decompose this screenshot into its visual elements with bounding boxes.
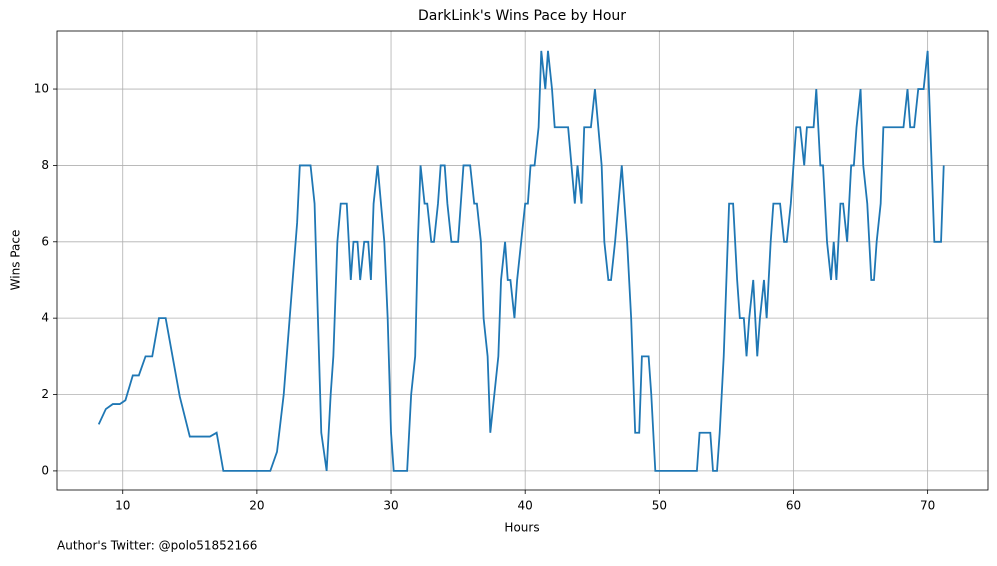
y-tick-label: 2 [41, 387, 49, 401]
y-tick-label: 10 [34, 82, 49, 96]
chart-title: DarkLink's Wins Pace by Hour [418, 8, 626, 24]
y-tick-label: 0 [41, 463, 49, 477]
plot-frame [56, 30, 989, 491]
y-tick-label: 8 [41, 158, 49, 172]
x-tick-label: 70 [920, 499, 935, 513]
y-tick-label: 6 [41, 234, 49, 248]
data-line [97, 50, 945, 472]
x-tick-label: 40 [518, 499, 533, 513]
x-tick-label: 50 [652, 499, 667, 513]
y-axis-label: Wins Pace [9, 230, 23, 291]
y-tick-label: 4 [41, 311, 49, 325]
x-tick-label: 20 [249, 499, 264, 513]
x-tick-label: 30 [383, 499, 398, 513]
footnote: Author's Twitter: @polo51852166 [57, 539, 257, 553]
x-tick-label: 60 [786, 499, 801, 513]
x-tick-label: 10 [115, 499, 130, 513]
x-axis-label: Hours [504, 521, 539, 535]
